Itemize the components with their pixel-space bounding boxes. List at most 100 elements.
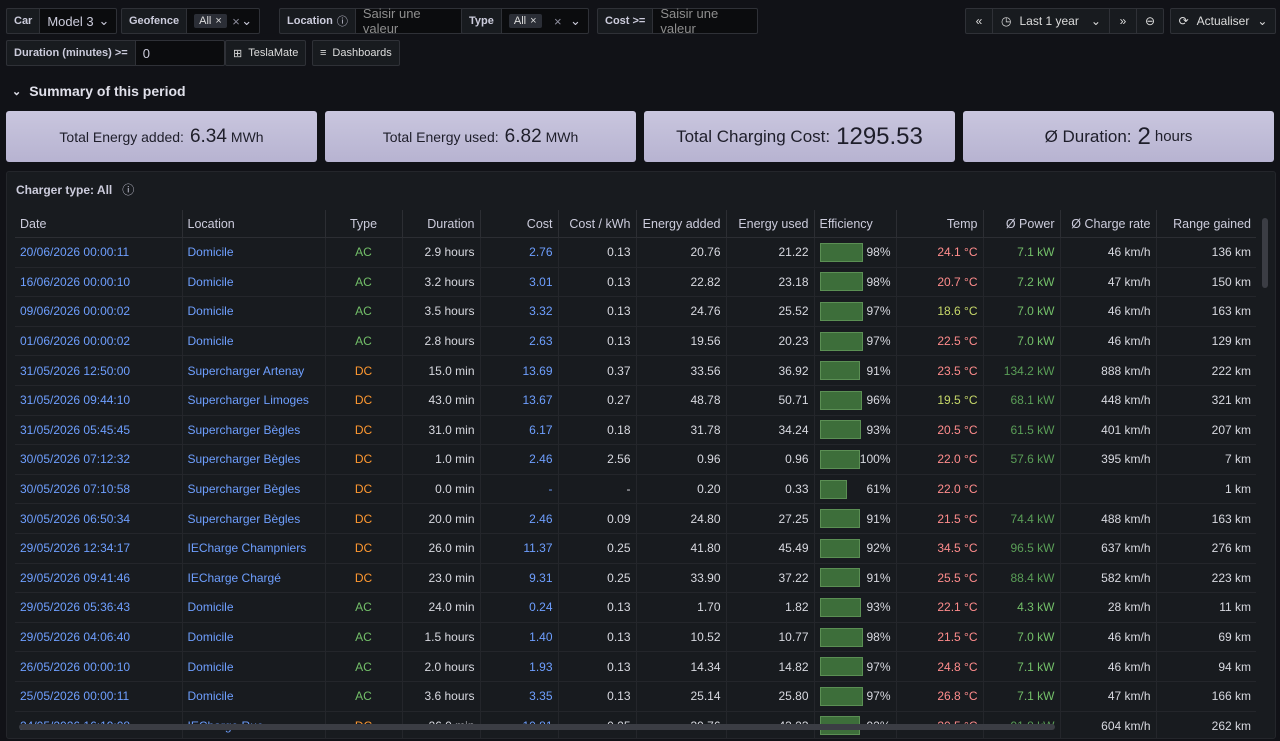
chip-remove-icon[interactable]: ×: [215, 15, 222, 27]
charge-rate-cell: 46 km/h: [1059, 237, 1156, 268]
cost-link[interactable]: 3.01: [479, 267, 558, 298]
location-link[interactable]: Domicile: [181, 267, 325, 298]
location-link[interactable]: Domicile: [181, 326, 325, 357]
date-link[interactable]: 30/05/2026 07:10:58: [15, 474, 182, 505]
date-link[interactable]: 09/06/2026 00:00:02: [15, 296, 182, 327]
power-cell: 7.0 kW: [982, 326, 1060, 357]
horizontal-scrollbar[interactable]: [19, 724, 1055, 730]
range-gained-cell: 321 km: [1155, 385, 1256, 416]
column-header[interactable]: Energy used: [725, 210, 814, 238]
location-link[interactable]: IECharge Chargé: [181, 563, 325, 594]
location-link[interactable]: Domicile: [181, 592, 325, 623]
location-link[interactable]: Supercharger Limoges: [181, 385, 325, 416]
cost-link[interactable]: 2.63: [479, 326, 558, 357]
date-link[interactable]: 31/05/2026 12:50:00: [15, 355, 182, 386]
cost-link[interactable]: 11.37: [479, 533, 558, 564]
column-header[interactable]: Energy added: [635, 210, 726, 238]
energy-added-cell: 0.96: [635, 444, 726, 475]
time-shift-back-button[interactable]: «: [965, 8, 993, 34]
location-link[interactable]: Domicile: [181, 622, 325, 653]
stat-value: 6.82: [504, 125, 542, 147]
date-link[interactable]: 29/05/2026 09:41:46: [15, 563, 182, 594]
location-link[interactable]: Domicile: [181, 651, 325, 682]
date-link[interactable]: 29/05/2026 12:34:17: [15, 533, 182, 564]
location-link[interactable]: Domicile: [181, 237, 325, 268]
cost-link[interactable]: 2.46: [479, 503, 558, 534]
date-link[interactable]: 16/06/2026 00:00:10: [15, 267, 182, 298]
efficiency-bar: [819, 568, 860, 588]
column-header[interactable]: Cost / kWh: [557, 210, 636, 238]
row-collapse-toggle[interactable]: ⌄ Summary of this period: [12, 83, 186, 99]
chevron-down-icon: ⌄: [1090, 14, 1101, 28]
info-icon[interactable]: ⓘ: [336, 16, 348, 28]
location-link[interactable]: Domicile: [181, 681, 325, 712]
column-header[interactable]: Range gained: [1155, 210, 1256, 238]
car-variable: Car Model 3 ⌄: [6, 8, 118, 34]
column-header[interactable]: Cost: [479, 210, 558, 238]
cost-link[interactable]: 0.24: [479, 592, 558, 623]
column-header[interactable]: Type: [324, 210, 402, 238]
location-input[interactable]: Saisir une valeur: [354, 6, 463, 36]
time-range-picker[interactable]: ◷ Last 1 year ⌄: [992, 8, 1110, 34]
cost-link[interactable]: -: [479, 474, 558, 505]
duration-input[interactable]: 0: [134, 40, 225, 66]
date-link[interactable]: 31/05/2026 05:45:45: [15, 415, 182, 446]
date-link[interactable]: 30/05/2026 07:12:32: [15, 444, 182, 475]
chip-remove-icon[interactable]: ×: [530, 15, 537, 27]
column-header[interactable]: Efficiency: [813, 210, 896, 238]
column-header[interactable]: Ø Power: [982, 210, 1060, 238]
geofence-chip[interactable]: All ×: [194, 14, 227, 28]
date-link[interactable]: 20/06/2026 00:00:11: [15, 237, 182, 268]
cost-link[interactable]: 9.31: [479, 563, 558, 594]
column-header[interactable]: Duration: [401, 210, 480, 238]
location-link[interactable]: Supercharger Bègles: [181, 415, 325, 446]
clear-icon[interactable]: ×: [553, 13, 562, 29]
date-link[interactable]: 30/05/2026 06:50:34: [15, 503, 182, 534]
column-header[interactable]: Temp: [895, 210, 983, 238]
cost-link[interactable]: 2.76: [479, 237, 558, 268]
car-select[interactable]: Model 3 ⌄: [39, 8, 118, 34]
dashboards-link[interactable]: ≡ Dashboards: [312, 40, 400, 66]
cost-link[interactable]: 1.40: [479, 622, 558, 653]
zoom-out-icon[interactable]: ⊖: [1136, 8, 1164, 34]
location-link[interactable]: Supercharger Bègles: [181, 444, 325, 475]
cost-per-kwh-cell: 0.13: [557, 592, 636, 623]
charge-rate-cell: 401 km/h: [1059, 415, 1156, 446]
stat-unit: hours: [1154, 128, 1193, 145]
efficiency-bar: [819, 686, 863, 706]
cost-link[interactable]: 13.69: [479, 355, 558, 386]
column-header[interactable]: Date: [15, 210, 182, 238]
cost-link[interactable]: 6.17: [479, 415, 558, 446]
cost-link[interactable]: 3.32: [479, 296, 558, 327]
teslamate-link[interactable]: ⊞ TeslaMate: [225, 40, 307, 66]
location-link[interactable]: Domicile: [181, 296, 325, 327]
refresh-button[interactable]: ⟳ Actualiser ⌄: [1170, 8, 1276, 34]
date-link[interactable]: 31/05/2026 09:44:10: [15, 385, 182, 416]
chevron-down-icon: ⌄: [12, 85, 22, 98]
cost-link[interactable]: 13.67: [479, 385, 558, 416]
cost-link[interactable]: 2.46: [479, 444, 558, 475]
column-header[interactable]: Location: [181, 210, 325, 238]
location-link[interactable]: IECharge Champniers: [181, 533, 325, 564]
cost-link[interactable]: 3.35: [479, 681, 558, 712]
clear-icon[interactable]: ×: [232, 13, 240, 29]
date-link[interactable]: 25/05/2026 00:00:11: [15, 681, 182, 712]
efficiency-bar: [819, 420, 861, 440]
vertical-scrollbar[interactable]: [1262, 218, 1268, 288]
column-header[interactable]: Ø Charge rate: [1059, 210, 1156, 238]
date-link[interactable]: 29/05/2026 05:36:43: [15, 592, 182, 623]
type-select[interactable]: All × × ⌄: [500, 8, 589, 34]
type-chip[interactable]: All ×: [508, 14, 542, 28]
location-link[interactable]: Supercharger Bègles: [181, 474, 325, 505]
date-link[interactable]: 01/06/2026 00:00:02: [15, 326, 182, 357]
temp-cell: 26.8 °C: [895, 681, 983, 712]
info-icon[interactable]: ⓘ: [122, 183, 135, 197]
location-link[interactable]: Supercharger Artenay: [181, 355, 325, 386]
cost-input[interactable]: Saisir une valeur: [652, 6, 759, 36]
cost-link[interactable]: 1.93: [479, 651, 558, 682]
date-link[interactable]: 29/05/2026 04:06:40: [15, 622, 182, 653]
location-link[interactable]: Supercharger Bègles: [181, 503, 325, 534]
geofence-select[interactable]: All × × ⌄: [186, 8, 261, 34]
time-shift-forward-button[interactable]: »: [1109, 8, 1137, 34]
date-link[interactable]: 26/05/2026 00:00:10: [15, 651, 182, 682]
